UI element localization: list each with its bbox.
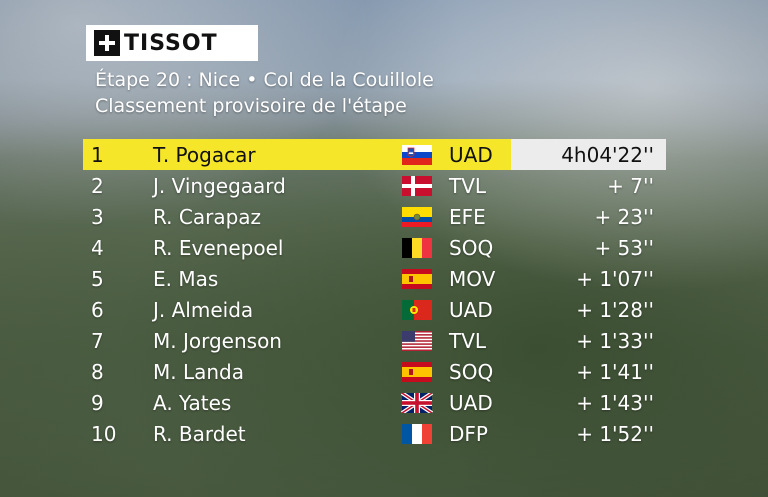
rider-rank: 8: [91, 360, 104, 384]
team-code: TVL: [449, 174, 487, 198]
ecuador-flag-icon: [400, 207, 434, 227]
spain-flag-icon: [400, 362, 434, 382]
standings-row: 7 M. Jorgenson TVL + 1'33'': [83, 325, 666, 356]
rider-rank: 7: [91, 329, 104, 353]
stage-name: Étape 20 : Nice • Col de la Couillole: [95, 69, 434, 91]
standings-row: 6 J. Almeida UAD + 1'28'': [83, 294, 666, 325]
spain-flag-icon: [400, 269, 434, 289]
team-code: UAD: [449, 143, 493, 167]
rider-name: T. Pogacar: [153, 143, 256, 167]
belgium-flag-icon: [400, 238, 434, 258]
rider-name: J. Almeida: [153, 298, 254, 322]
standings-table: 1 T. Pogacar UAD 4h04'22'' 2 J. Vingegaard TVL…: [83, 139, 666, 449]
tissot-logo: TISSOT: [86, 25, 258, 61]
team-code: DFP: [449, 422, 488, 446]
logo-text: TISSOT: [124, 30, 218, 56]
rider-time: + 1'28'': [576, 298, 654, 322]
rider-name: M. Jorgenson: [153, 329, 282, 353]
standings-row: 5 E. Mas MOV + 1'07'': [83, 263, 666, 294]
rider-rank: 9: [91, 391, 104, 415]
rider-time: + 23'': [594, 205, 654, 229]
rider-time: + 7'': [607, 174, 654, 198]
team-code: MOV: [449, 267, 496, 291]
rider-name: R. Evenepoel: [153, 236, 284, 260]
rider-time: + 1'07'': [576, 267, 654, 291]
rider-rank: 6: [91, 298, 104, 322]
denmark-flag-icon: [400, 176, 434, 196]
team-code: UAD: [449, 298, 493, 322]
rider-rank: 2: [91, 174, 104, 198]
standings-row: 4 R. Evenepoel SOQ + 53'': [83, 232, 666, 263]
rider-time: + 1'52'': [576, 422, 654, 446]
rider-name: R. Carapaz: [153, 205, 262, 229]
leader-time-box: [511, 139, 666, 170]
france-flag-icon: [400, 424, 434, 444]
rider-rank: 1: [91, 143, 104, 167]
standings-row: 2 J. Vingegaard TVL + 7'': [83, 170, 666, 201]
standings-row: 9 A. Yates UAD + 1'43'': [83, 387, 666, 418]
rider-rank: 3: [91, 205, 104, 229]
rider-rank: 4: [91, 236, 104, 260]
standings-row: 3 R. Carapaz EFE + 23'': [83, 201, 666, 232]
rider-name: R. Bardet: [153, 422, 246, 446]
tissot-cross-icon: [94, 30, 120, 56]
team-code: SOQ: [449, 236, 494, 260]
rider-name: M. Landa: [153, 360, 244, 384]
team-code: SOQ: [449, 360, 494, 384]
stage-title: Étape 20 : Nice • Col de la Couillole Cl…: [95, 67, 434, 119]
rider-time: + 1'33'': [576, 329, 654, 353]
leader-row: 1 T. Pogacar UAD 4h04'22'': [83, 139, 666, 170]
usa-flag-icon: [400, 331, 434, 351]
rider-name: J. Vingegaard: [153, 174, 286, 198]
rider-rank: 5: [91, 267, 104, 291]
rider-time: + 53'': [594, 236, 654, 260]
standings-row: 8 M. Landa SOQ + 1'41'': [83, 356, 666, 387]
rider-rank: 10: [91, 422, 117, 446]
team-code: UAD: [449, 391, 493, 415]
portugal-flag-icon: [400, 300, 434, 320]
team-code: EFE: [449, 205, 486, 229]
rider-time: + 1'41'': [576, 360, 654, 384]
classification-title: Classement provisoire de l'étape: [95, 95, 407, 117]
team-code: TVL: [449, 329, 487, 353]
rider-name: A. Yates: [153, 391, 232, 415]
standings-row: 10 R. Bardet DFP + 1'52'': [83, 418, 666, 449]
rider-name: E. Mas: [153, 267, 219, 291]
uk-flag-icon: [400, 393, 434, 413]
slovenia-flag-icon: [400, 145, 434, 165]
rider-time: 4h04'22'': [561, 143, 654, 167]
rider-time: + 1'43'': [576, 391, 654, 415]
